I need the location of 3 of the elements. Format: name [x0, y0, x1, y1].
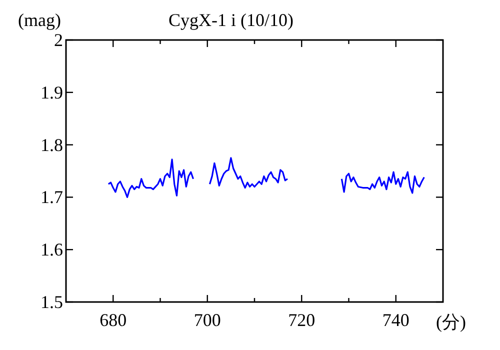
xlabel: (分)	[436, 312, 466, 332]
title: CygX-1 i (10/10)	[168, 10, 294, 30]
ylabel: (mag)	[18, 10, 61, 30]
